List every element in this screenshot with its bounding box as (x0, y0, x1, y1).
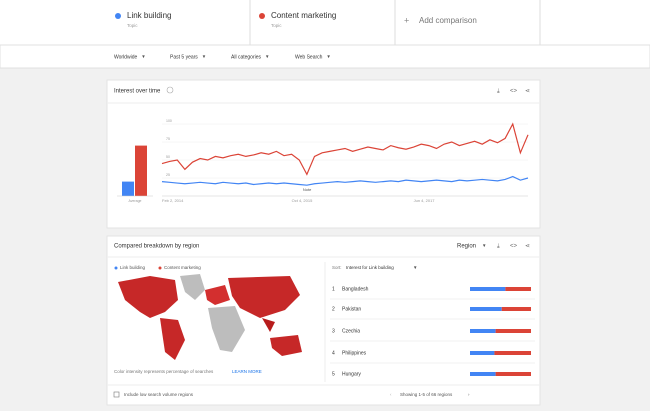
share-bar (470, 372, 496, 376)
map-region (205, 285, 230, 305)
region-name[interactable]: Philippines (342, 350, 367, 356)
rank: 5 (332, 371, 335, 377)
y-tick-label: 75 (166, 137, 170, 141)
download-icon[interactable]: ⤓ (497, 243, 500, 250)
region-name[interactable]: Hungary (342, 371, 361, 377)
filter[interactable]: Worldwide (114, 54, 137, 60)
learn-more[interactable]: LEARN MORE (232, 369, 262, 374)
y-tick-label: 25 (166, 173, 170, 177)
map-region (160, 318, 185, 360)
share-bar (501, 307, 531, 311)
map-note: Color intensity represents percentage of… (114, 369, 214, 374)
term-dot (259, 13, 265, 19)
region-name[interactable]: Pakistan (342, 306, 361, 312)
rank: 3 (332, 328, 335, 334)
sort-label: Sort: (332, 265, 342, 270)
filter-bar (0, 44, 650, 69)
prev-page[interactable]: ‹ (390, 392, 392, 397)
region-menu[interactable]: Region (457, 244, 476, 250)
filter[interactable]: Past 5 years (170, 54, 198, 60)
term-name[interactable]: Content marketing (271, 11, 336, 20)
legend-dot (158, 266, 162, 270)
card (106, 235, 541, 406)
line (161, 122, 529, 176)
caret: ▼ (141, 54, 145, 59)
x-tick-label: Feb 2, 2014 (162, 198, 184, 203)
average-bar (122, 181, 134, 196)
y-tick-label: 100 (166, 119, 172, 123)
checkbox[interactable] (113, 391, 120, 398)
caret: ▼ (413, 265, 417, 270)
card-title: Compared breakdown by region (114, 244, 199, 250)
map-region (118, 276, 178, 318)
map-region (262, 318, 275, 332)
legend-dot (114, 266, 118, 270)
embed-icon[interactable]: <> (510, 89, 518, 95)
compare-bar (0, 0, 650, 45)
download-icon[interactable]: ⤓ (497, 88, 500, 95)
average-bar (135, 145, 147, 196)
rank: 4 (332, 350, 335, 356)
region-name[interactable]: Czechia (342, 328, 360, 334)
share-bar (470, 351, 495, 355)
term-sub: Topic (127, 23, 138, 28)
caret: ▼ (326, 54, 330, 59)
share-bar (495, 329, 531, 333)
x-tick-label: Oct 4, 2015 (292, 198, 313, 203)
world-map (118, 274, 302, 360)
line (161, 175, 529, 186)
card (106, 79, 541, 229)
share-icon[interactable]: ⋖ (525, 244, 530, 250)
plus: + (404, 15, 409, 25)
share-bar (495, 372, 531, 376)
low-volume-label: Include low search volume regions (124, 392, 194, 397)
region-name[interactable]: Bangladesh (342, 286, 369, 292)
map-region (180, 274, 205, 300)
caret: ▼ (265, 54, 269, 59)
share-bar (505, 287, 531, 291)
term-dot (115, 13, 121, 19)
share-bar (470, 329, 496, 333)
help-icon[interactable] (166, 86, 174, 94)
sort-value[interactable]: Interest for Link building (346, 265, 394, 270)
next-page[interactable]: › (468, 392, 470, 397)
x-tick-label: Jun 4, 2017 (414, 198, 436, 203)
map-region (228, 276, 300, 318)
map-region (270, 335, 302, 356)
filter[interactable]: Web Search (295, 54, 323, 60)
add-comparison[interactable]: Add comparison (419, 16, 477, 25)
pagination: Showing 1-5 of 66 regions (400, 392, 453, 397)
annotation: Note (303, 187, 312, 192)
legend-label: Link building (120, 265, 146, 270)
map-region (208, 306, 245, 352)
share-bar (494, 351, 531, 355)
share-bar (470, 287, 506, 291)
caret: ▼ (482, 243, 486, 248)
rank: 2 (332, 306, 335, 312)
card-title: Interest over time (114, 89, 161, 95)
share-icon[interactable]: ⋖ (525, 89, 530, 95)
y-tick-label: 50 (166, 155, 170, 159)
filter[interactable]: All categories (231, 54, 262, 60)
term-name[interactable]: Link building (127, 11, 171, 20)
rank: 1 (332, 286, 335, 292)
caret: ▼ (202, 54, 206, 59)
term-sub: Topic (271, 23, 282, 28)
legend-label: Content marketing (164, 265, 201, 270)
average-label: Average (129, 199, 142, 203)
embed-icon[interactable]: <> (510, 244, 518, 250)
share-bar (470, 307, 502, 311)
